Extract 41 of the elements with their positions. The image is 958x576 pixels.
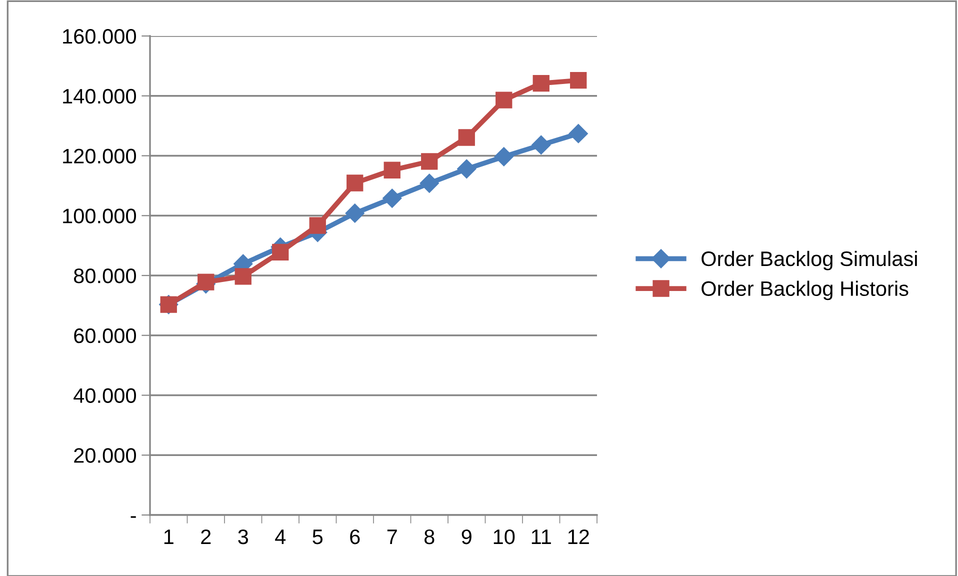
- point: [382, 188, 402, 208]
- y-tick-label: 60.000: [74, 328, 136, 344]
- point: [198, 274, 214, 290]
- x-tick-label: 12: [568, 529, 589, 544]
- point: [532, 74, 550, 92]
- point: [494, 147, 514, 166]
- x-tick-label: 1: [164, 530, 174, 544]
- x-tick-label: 6: [350, 529, 360, 544]
- y-tick-label: 120.000: [63, 148, 136, 164]
- y-tick-label: -: [130, 516, 136, 518]
- point: [496, 92, 512, 108]
- legend-label: Order Backlog Simulasi: [702, 250, 917, 270]
- x-tick-label: 3: [238, 529, 248, 544]
- x-tick-label: 7: [387, 530, 397, 544]
- x-tick-label: 9: [462, 529, 472, 544]
- legend-label: Order Backlog Historis: [702, 280, 908, 300]
- point: [570, 72, 587, 89]
- x-tick-label: 10: [494, 529, 515, 544]
- point: [458, 129, 475, 146]
- y-tick-label: 80.000: [74, 268, 136, 284]
- point: [568, 124, 588, 144]
- x-tick-label: 8: [424, 529, 434, 544]
- point: [234, 268, 252, 285]
- point: [421, 153, 438, 170]
- x-tick-label: 2: [201, 529, 211, 544]
- point: [532, 135, 551, 155]
- x-tick-label: 4: [275, 530, 286, 544]
- point: [345, 204, 364, 223]
- point: [346, 174, 364, 192]
- y-tick-label: 140.000: [63, 88, 136, 104]
- point: [420, 174, 439, 193]
- x-tick-label: 5: [312, 530, 323, 544]
- point: [457, 159, 476, 178]
- point: [272, 244, 289, 260]
- x-tick-label: 11: [532, 530, 551, 544]
- point: [384, 162, 400, 178]
- y-tick-label: 20.000: [74, 448, 136, 463]
- y-tick-label: 100.000: [63, 208, 136, 224]
- y-tick-label: 40.000: [74, 388, 136, 404]
- point: [309, 217, 326, 234]
- y-tick-label: 160.000: [63, 29, 136, 44]
